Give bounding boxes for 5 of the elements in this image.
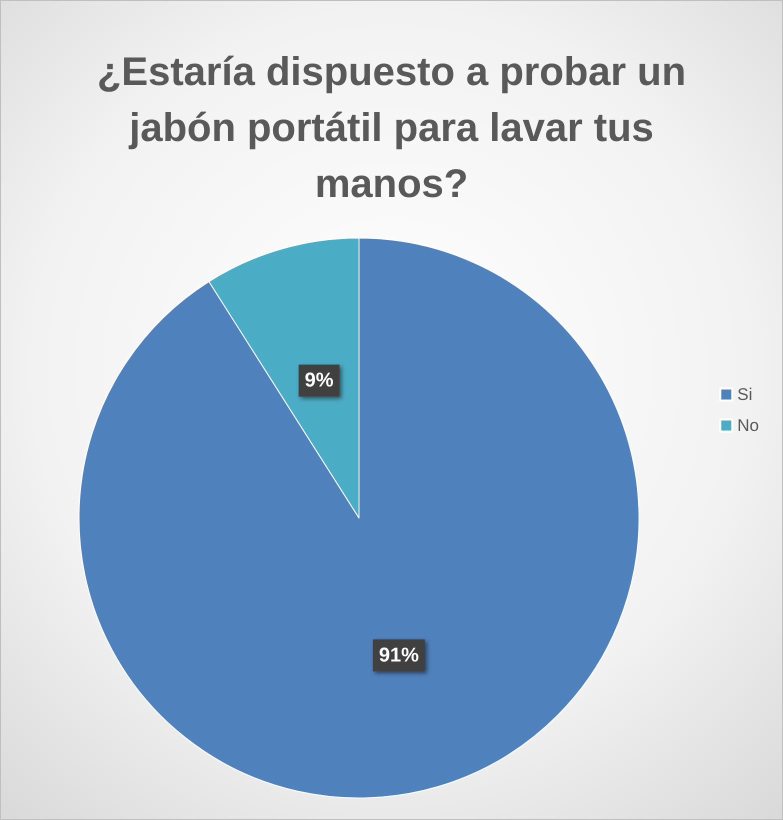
legend-label: Si (737, 385, 752, 404)
data-label: 91% (378, 644, 420, 666)
data-label: 9% (304, 370, 334, 392)
chart-title: ¿Estaría dispuesto a probar un jabón portátil para lavar tus manos? (96, 50, 686, 206)
legend-label: No (737, 416, 760, 435)
